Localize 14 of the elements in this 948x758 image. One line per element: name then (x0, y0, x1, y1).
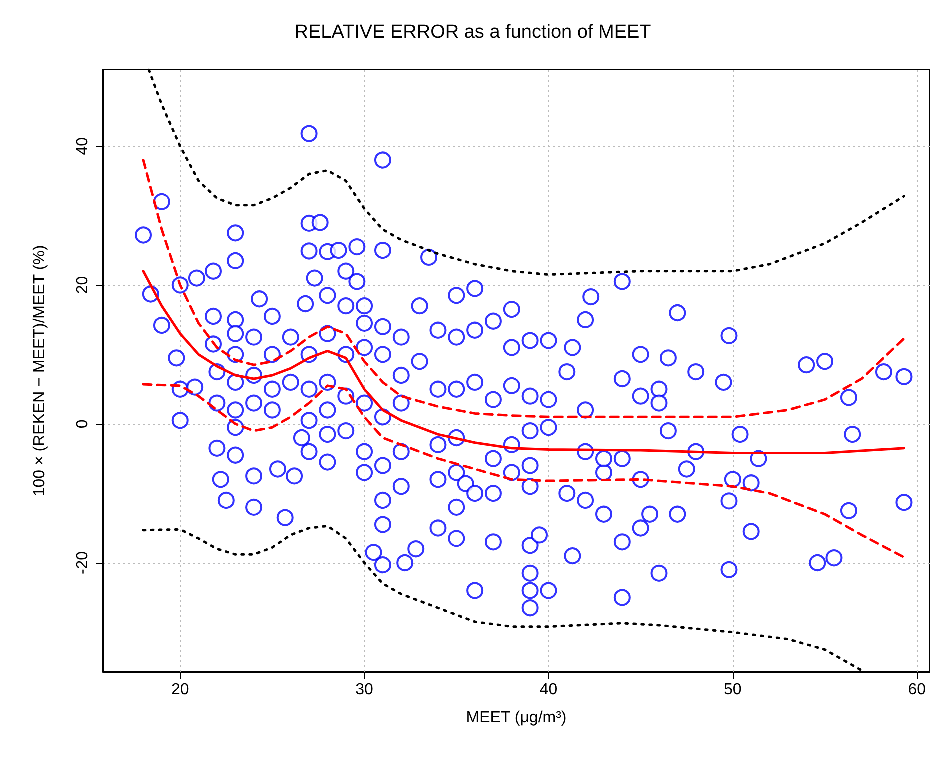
x-axis-title: MEET (μg/m³) (466, 710, 567, 726)
y-axis-title: 100 × (REKEN − MEET)/MEET (%) (32, 245, 48, 497)
y-tick-label: 40 (74, 137, 92, 156)
x-tick-label: 60 (908, 682, 926, 698)
x-tick-label: 40 (540, 682, 558, 698)
x-tick-label: 50 (724, 682, 742, 698)
y-tick-label: 20 (74, 276, 92, 294)
y-tick-label: -20 (74, 551, 92, 575)
chart-title: RELATIVE ERROR as a function of MEET (294, 22, 652, 43)
y-tick-label: 0 (74, 420, 92, 429)
x-tick-label: 30 (356, 682, 374, 698)
line-series (142, 270, 906, 455)
x-tick-label: 20 (171, 682, 190, 698)
line-series (142, 159, 906, 418)
